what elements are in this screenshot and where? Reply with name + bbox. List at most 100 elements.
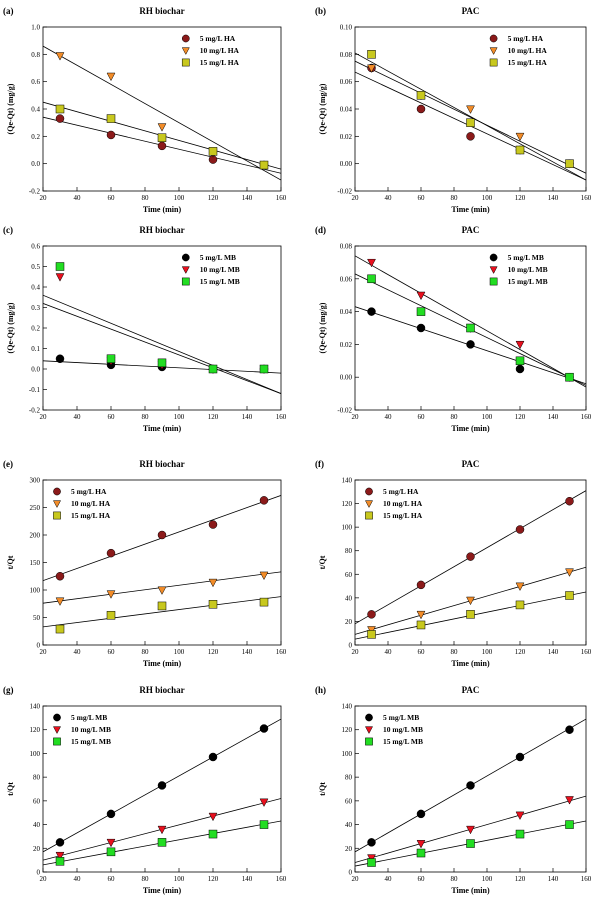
data-point xyxy=(515,145,525,155)
fit-line xyxy=(43,303,281,394)
data-point xyxy=(367,610,376,619)
y-tick-label: 120 xyxy=(342,500,353,508)
legend-marker xyxy=(53,713,61,722)
x-tick-label: 160 xyxy=(276,875,287,883)
x-tick-label: 100 xyxy=(482,413,493,421)
legend-marker xyxy=(365,487,373,496)
legend-label: 10 mg/L MB xyxy=(71,725,111,734)
data-point xyxy=(416,323,426,333)
data-point xyxy=(208,364,218,374)
y-tick-label: 0.08 xyxy=(340,243,353,251)
chart-title: PAC xyxy=(462,6,480,16)
x-tick-label: 160 xyxy=(581,413,592,421)
fit-line xyxy=(43,596,281,628)
legend-label: 5 mg/L HA xyxy=(508,34,544,43)
data-point xyxy=(157,825,167,835)
fit-line xyxy=(355,60,586,174)
y-tick-label: 0 xyxy=(37,869,41,877)
data-point xyxy=(565,591,574,600)
y-tick-label: 0.6 xyxy=(31,78,40,86)
x-tick-label: 40 xyxy=(74,875,82,883)
legend-marker xyxy=(489,266,498,274)
x-axis-label: Time (min) xyxy=(143,205,182,214)
legend-label: 5 mg/L HA xyxy=(71,487,107,496)
y-tick-label: 0.02 xyxy=(340,133,353,141)
data-point xyxy=(515,752,525,762)
legend-label: 5 mg/L MB xyxy=(383,713,419,722)
y-tick-label: 300 xyxy=(30,477,41,485)
y-tick-label: 200 xyxy=(30,532,41,540)
x-tick-label: 40 xyxy=(74,194,82,202)
data-point xyxy=(416,610,426,620)
y-axis-label: t/Qt xyxy=(6,555,15,569)
y-tick-label: 0.4 xyxy=(31,284,40,292)
data-point xyxy=(55,624,65,634)
legend-marker xyxy=(181,253,190,262)
data-point xyxy=(565,159,574,168)
x-tick-label: 100 xyxy=(174,194,185,202)
y-tick-label: 120 xyxy=(30,726,41,734)
x-tick-label: 20 xyxy=(40,413,48,421)
x-tick-label: 100 xyxy=(482,194,493,202)
legend-marker xyxy=(489,253,498,262)
x-tick-label: 120 xyxy=(208,413,219,421)
x-tick-label: 140 xyxy=(548,194,559,202)
x-tick-label: 160 xyxy=(276,194,287,202)
y-tick-label: -0.02 xyxy=(337,407,352,415)
data-point xyxy=(466,839,475,848)
data-point xyxy=(466,781,475,790)
x-tick-label: 60 xyxy=(108,648,116,656)
legend-marker xyxy=(489,47,498,55)
data-point xyxy=(466,105,475,114)
x-tick-label: 60 xyxy=(418,648,426,656)
x-tick-label: 20 xyxy=(352,875,360,883)
y-tick-label: 0.0 xyxy=(31,366,40,374)
data-point xyxy=(466,340,475,349)
legend-marker xyxy=(364,500,374,508)
x-axis-label: Time (min) xyxy=(143,659,182,668)
plot-frame xyxy=(354,245,587,411)
legend-label: 15 mg/L MB xyxy=(383,737,423,746)
data-point xyxy=(106,130,116,140)
data-point xyxy=(416,307,426,316)
legend-label: 10 mg/L HA xyxy=(508,46,548,55)
data-point xyxy=(208,600,218,609)
y-axis-label: t/Qt xyxy=(318,782,327,796)
x-tick-label: 100 xyxy=(482,648,493,656)
y-tick-label: 20 xyxy=(33,845,41,853)
data-point xyxy=(106,354,116,363)
legend-label: 15 mg/L HA xyxy=(383,511,423,520)
panel-label: (h) xyxy=(315,685,326,695)
data-point xyxy=(106,847,116,857)
fit-line xyxy=(355,52,586,181)
legend-label: 10 mg/L MB xyxy=(200,265,240,274)
legend-marker xyxy=(181,34,190,43)
data-point xyxy=(106,114,116,123)
data-point xyxy=(565,372,574,382)
x-tick-label: 140 xyxy=(548,648,559,656)
y-tick-label: 100 xyxy=(30,750,41,758)
x-axis-label: Time (min) xyxy=(451,886,490,895)
y-tick-label: 250 xyxy=(30,504,41,512)
data-point xyxy=(55,273,65,282)
legend-label: 5 mg/L HA xyxy=(200,34,236,43)
chart-panel: (c) RH biochar 20 40 60 80 100 120 140 160 -0.2 -0.… xyxy=(3,225,287,433)
chart-panel: (e) RH biochar 20 40 60 80 100 120 140 160 0 50 100 1… xyxy=(3,459,287,668)
y-tick-label: 0.06 xyxy=(340,78,353,86)
data-point xyxy=(515,356,525,366)
x-tick-label: 40 xyxy=(385,648,393,656)
y-tick-label: 40 xyxy=(345,594,353,602)
data-point xyxy=(259,724,269,733)
panel-label: (f) xyxy=(315,459,324,469)
y-tick-label: 0.02 xyxy=(340,341,353,349)
data-point xyxy=(466,610,475,619)
data-point xyxy=(259,597,269,607)
y-tick-label: 100 xyxy=(342,524,353,532)
data-point xyxy=(55,597,65,606)
legend-label: 15 mg/L MB xyxy=(508,277,548,286)
y-tick-label: 0.04 xyxy=(340,308,353,316)
plot-frame xyxy=(42,26,282,192)
data-point xyxy=(259,496,269,505)
data-point xyxy=(416,91,426,100)
